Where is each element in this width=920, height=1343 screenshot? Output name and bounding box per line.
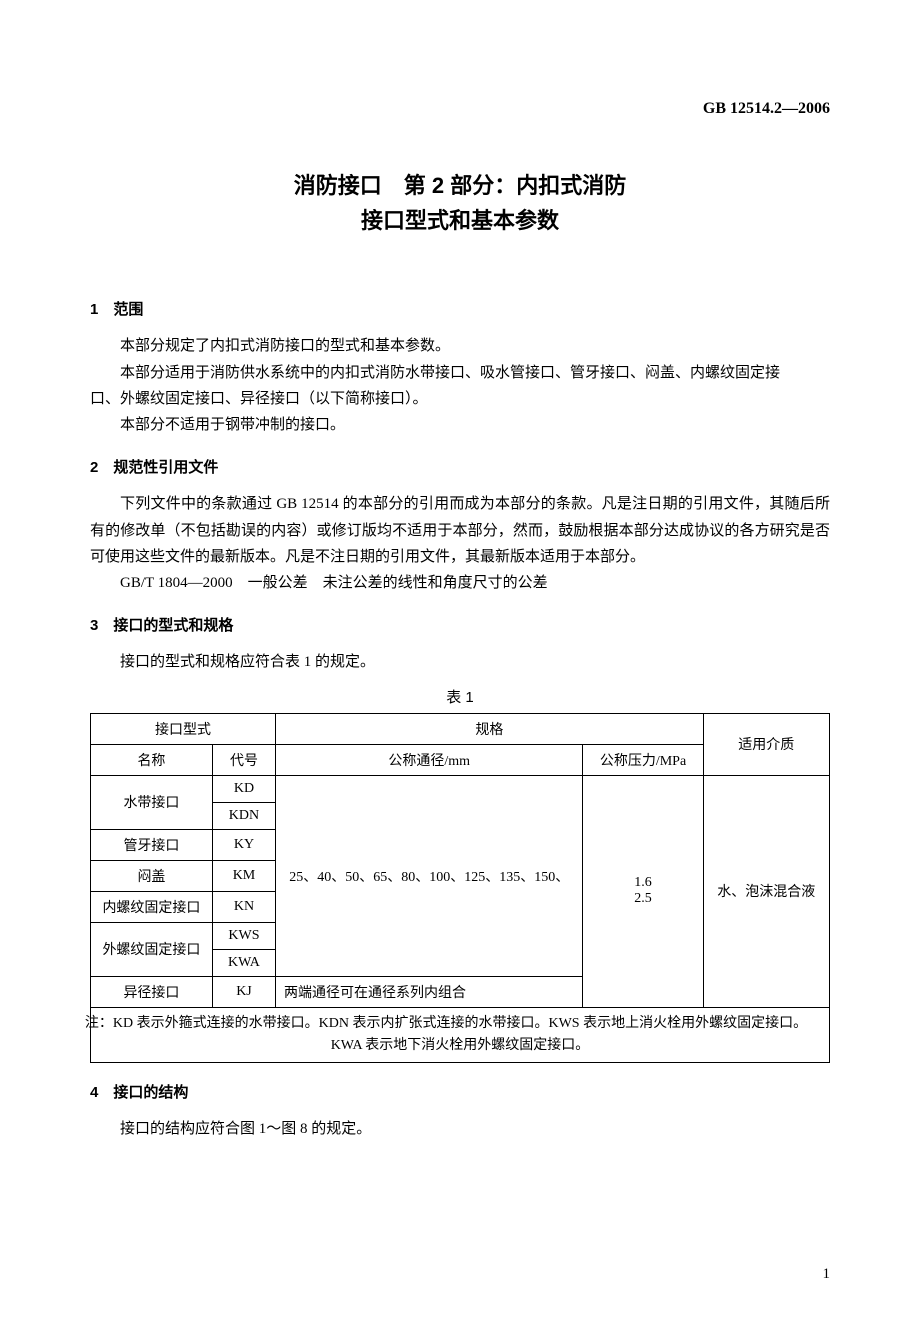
table-note-row: 注：KD 表示外箍式连接的水带接口。KDN 表示内扩张式连接的水带接口。KWS …: [91, 1007, 830, 1063]
document-title: 消防接口 第 2 部分：内扣式消防 接口型式和基本参数: [90, 168, 830, 238]
cell-name: 异径接口: [91, 976, 213, 1007]
pressure-value-1: 1.6: [591, 875, 694, 891]
section-1-para-2b: 口、外螺纹固定接口、异径接口（以下简称接口）。: [90, 386, 830, 412]
table-1-caption: 表 1: [90, 686, 830, 707]
cell-name: 内螺纹固定接口: [91, 891, 213, 922]
cell-code: KWS: [212, 922, 275, 949]
header-pressure: 公称压力/MPa: [583, 744, 703, 775]
cell-name: 闷盖: [91, 860, 213, 891]
table-note: 注：KD 表示外箍式连接的水带接口。KDN 表示内扩张式连接的水带接口。KWS …: [91, 1007, 830, 1063]
section-4-para-1: 接口的结构应符合图 1～图 8 的规定。: [90, 1116, 830, 1142]
table-header-row-1: 接口型式 规格 适用介质: [91, 713, 830, 744]
section-2-heading: 2 规范性引用文件: [90, 456, 830, 477]
cell-code: KD: [212, 775, 275, 802]
title-line-2: 接口型式和基本参数: [90, 203, 830, 238]
section-2-para-1: 下列文件中的条款通过 GB 12514 的本部分的引用而成为本部分的条款。凡是注…: [90, 491, 830, 570]
header-code: 代号: [212, 744, 275, 775]
section-1-para-1: 本部分规定了内扣式消防接口的型式和基本参数。: [90, 333, 830, 359]
cell-code: KDN: [212, 802, 275, 829]
cell-code: KWA: [212, 949, 275, 976]
pressure-value-2: 2.5: [591, 891, 694, 907]
table-row: 水带接口 KD 25、40、50、65、80、100、125、135、150、 …: [91, 775, 830, 802]
cell-name: 水带接口: [91, 775, 213, 829]
header-medium: 适用介质: [703, 713, 829, 775]
header-spec: 规格: [276, 713, 704, 744]
cell-name: 管牙接口: [91, 829, 213, 860]
section-1-para-2a: 本部分适用于消防供水系统中的内扣式消防水带接口、吸水管接口、管牙接口、闷盖、内螺…: [90, 360, 830, 386]
section-2-para-2: GB/T 1804—2000 一般公差 未注公差的线性和角度尺寸的公差: [90, 570, 830, 596]
section-1-para-3: 本部分不适用于钢带冲制的接口。: [90, 412, 830, 438]
cell-code: KY: [212, 829, 275, 860]
cell-pressure: 1.6 2.5: [583, 775, 703, 1007]
section-3-heading: 3 接口的型式和规格: [90, 614, 830, 635]
header-type: 接口型式: [91, 713, 276, 744]
cell-code: KJ: [212, 976, 275, 1007]
cell-code: KM: [212, 860, 275, 891]
section-3-para-1: 接口的型式和规格应符合表 1 的规定。: [90, 649, 830, 675]
spec-table: 接口型式 规格 适用介质 名称 代号 公称通径/mm 公称压力/MPa 水带接口…: [90, 713, 830, 1064]
section-4-heading: 4 接口的结构: [90, 1081, 830, 1102]
cell-code: KN: [212, 891, 275, 922]
cell-dn-alt: 两端通径可在通径系列内组合: [276, 976, 583, 1007]
section-1-heading: 1 范围: [90, 298, 830, 319]
cell-medium: 水、泡沫混合液: [703, 775, 829, 1007]
header-dn: 公称通径/mm: [276, 744, 583, 775]
header-name: 名称: [91, 744, 213, 775]
page-number: 1: [823, 1266, 831, 1283]
title-line-1: 消防接口 第 2 部分：内扣式消防: [90, 168, 830, 203]
document-code: GB 12514.2—2006: [90, 100, 830, 118]
cell-name: 外螺纹固定接口: [91, 922, 213, 976]
cell-dn: 25、40、50、65、80、100、125、135、150、: [276, 775, 583, 976]
